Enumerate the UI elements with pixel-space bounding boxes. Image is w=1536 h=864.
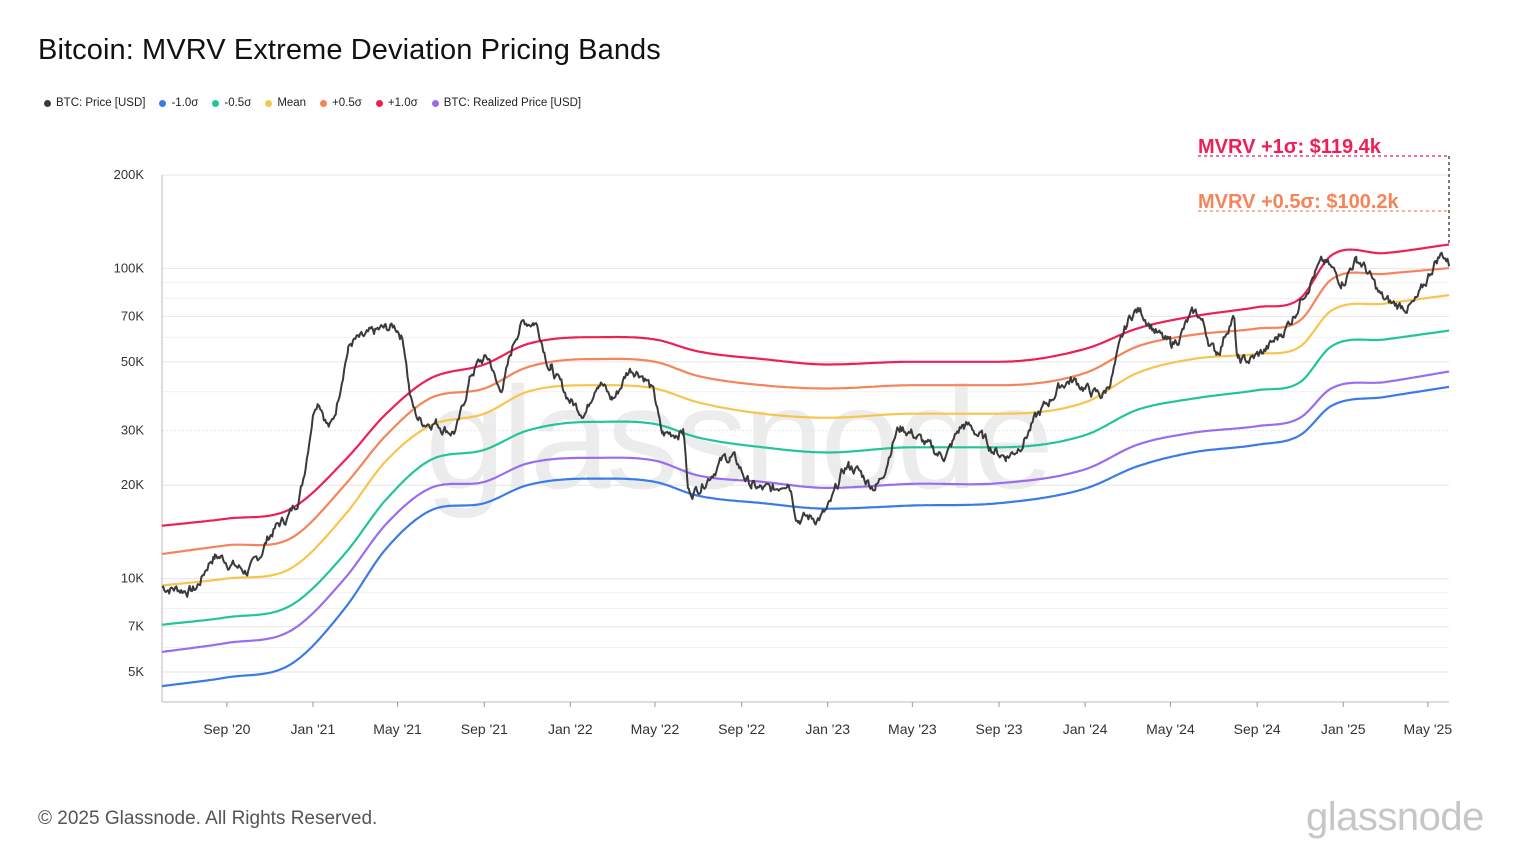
x-tick-label: Jan '21	[291, 721, 336, 737]
x-tick-label: Jan '25	[1321, 721, 1366, 737]
legend-dot-icon	[265, 99, 273, 107]
legend-label: Mean	[277, 97, 307, 109]
copyright-footer: © 2025 Glassnode. All Rights Reserved.	[38, 808, 378, 829]
legend-label: BTC: Price [USD]	[56, 97, 146, 109]
watermark: glassnode	[425, 357, 1054, 519]
band-series-line	[161, 243, 1449, 527]
band-series-line	[161, 294, 1449, 587]
legend-item[interactable]: Mean	[265, 97, 306, 109]
band-series-line	[161, 385, 1449, 688]
y-tick-label: 7K	[128, 619, 144, 634]
page-title: Bitcoin: MVRV Extreme Deviation Pricing …	[38, 34, 661, 66]
legend-dot-icon	[44, 99, 51, 107]
x-tick-label: May '24	[1146, 721, 1195, 737]
legend-dot-icon	[212, 99, 220, 107]
legend-label: BTC: Realized Price [USD]	[443, 97, 582, 109]
x-tick-label: Sep '20	[203, 721, 250, 737]
x-tick-label: May '23	[888, 721, 937, 737]
legend-label: +1.0σ	[387, 97, 418, 109]
legend-item[interactable]: -0.5σ	[212, 97, 251, 109]
y-tick-label: 20K	[121, 477, 144, 492]
legend-item[interactable]: BTC: Realized Price [USD]	[431, 97, 582, 109]
x-tick-label: May '21	[373, 721, 422, 737]
x-tick-label: May '22	[631, 721, 680, 737]
y-tick-label: 100K	[114, 260, 145, 275]
y-tick-label: 5K	[128, 664, 144, 679]
chart-legend: BTC: Price [USD] -1.0σ -0.5σ Mean +0.5σ +1.0σ…	[44, 97, 581, 109]
x-tick-label: Sep '24	[1234, 721, 1281, 737]
band-series-line	[161, 370, 1450, 653]
y-tick-label: 10K	[121, 571, 144, 586]
legend-label: -1.0σ	[171, 97, 199, 109]
legend-dot-icon	[431, 99, 439, 107]
band-series-line	[161, 329, 1449, 626]
annotation-label: MVRV +0.5σ: $100.2k	[1198, 191, 1400, 213]
legend-dot-icon	[159, 99, 167, 107]
brand-logo-text: glassnode	[1306, 795, 1484, 839]
band-series-line	[161, 267, 1449, 556]
legend-dot-icon	[375, 99, 383, 107]
x-tick-label: Sep '22	[718, 721, 765, 737]
annotation-label: MVRV +1σ: $119.4k	[1198, 136, 1382, 158]
y-tick-label: 70K	[121, 308, 144, 323]
legend-label: +0.5σ	[332, 97, 362, 109]
x-tick-label: Jan '22	[548, 721, 593, 737]
price-series-line	[161, 251, 1450, 598]
x-tick-label: Sep '23	[976, 721, 1023, 737]
legend-item[interactable]: +1.0σ	[375, 97, 418, 109]
x-tick-label: Jan '24	[1063, 721, 1108, 737]
legend-item[interactable]: -1.0σ	[159, 97, 198, 109]
legend-item[interactable]: BTC: Price [USD]	[44, 97, 145, 109]
y-tick-label: 50K	[121, 354, 144, 369]
x-tick-label: Sep '21	[461, 721, 508, 737]
x-tick-label: May '25	[1404, 721, 1453, 737]
legend-dot-icon	[320, 99, 328, 107]
y-tick-label: 30K	[121, 423, 144, 438]
y-tick-label: 200K	[114, 167, 145, 182]
x-tick-label: Jan '23	[805, 721, 850, 737]
legend-item[interactable]: +0.5σ	[320, 97, 362, 109]
legend-label: -0.5σ	[224, 97, 252, 109]
